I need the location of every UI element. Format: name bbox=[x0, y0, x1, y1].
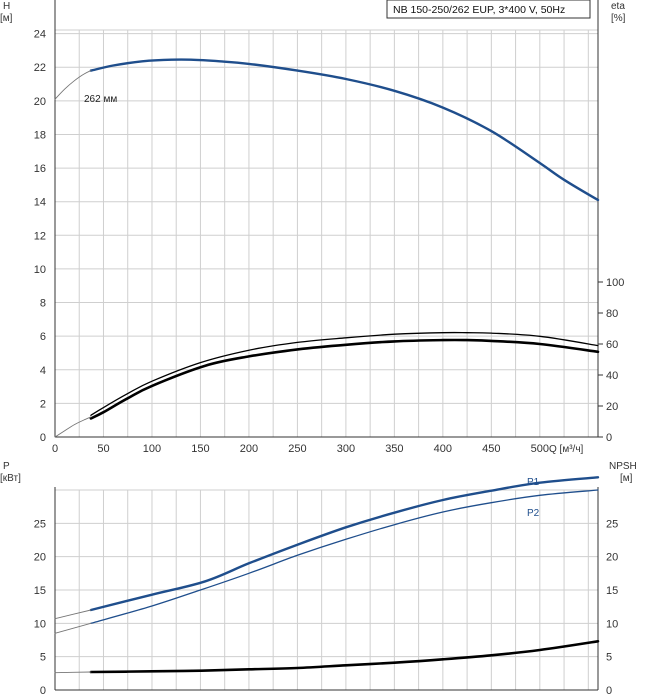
head-tick-label: 0 bbox=[40, 432, 46, 444]
head-tick-label: 20 bbox=[34, 96, 46, 108]
power-tick-label: 0 bbox=[40, 685, 46, 697]
head-tick-label: 4 bbox=[40, 365, 46, 377]
panel2-curve-3 bbox=[54, 622, 92, 634]
head-tick-label: 2 bbox=[40, 398, 46, 410]
power-axis-unit: [кВт] bbox=[0, 473, 21, 484]
diameter-curve-label: 262 мм bbox=[84, 94, 117, 105]
legend-text: NB 150-250/262 EUP, 3*400 V, 50Hz bbox=[393, 4, 565, 16]
head-axis-label: H bbox=[3, 1, 10, 12]
panel1-curve-3 bbox=[89, 338, 600, 420]
npsh-tick-label: 0 bbox=[606, 685, 612, 697]
panel2-curve-1 bbox=[54, 609, 92, 620]
npsh-tick-label: 5 bbox=[606, 652, 612, 664]
p1-curve-label: P1 bbox=[527, 477, 540, 488]
head-tick-label: 12 bbox=[34, 230, 46, 242]
flow-axis-label: Q [м³/ч] bbox=[549, 444, 584, 455]
head-tick-label: 16 bbox=[34, 163, 46, 175]
head-tick-label: 14 bbox=[34, 197, 46, 209]
p2-curve-label: P2 bbox=[527, 508, 540, 519]
npsh-axis-label: NPSH bbox=[609, 461, 637, 472]
power-tick-label: 10 bbox=[34, 618, 46, 630]
head-tick-label: 22 bbox=[34, 62, 46, 74]
eta-tick-label: 20 bbox=[606, 401, 618, 413]
panel1-curve-2 bbox=[90, 331, 599, 416]
power-tick-label: 20 bbox=[34, 552, 46, 564]
flow-tick-label: 200 bbox=[240, 443, 258, 455]
axes bbox=[54, 0, 603, 691]
panel1-curve-0 bbox=[89, 58, 600, 202]
power-tick-label: 15 bbox=[34, 585, 46, 597]
panel1-curve-1 bbox=[54, 70, 92, 100]
flow-tick-label: 100 bbox=[143, 443, 161, 455]
flow-tick-label: 0 bbox=[52, 443, 58, 455]
power-axis-label: P bbox=[3, 461, 10, 472]
npsh-tick-label: 20 bbox=[606, 552, 618, 564]
panel2-curve-0 bbox=[89, 476, 600, 612]
eta-tick-label: 60 bbox=[606, 339, 618, 351]
flow-tick-label: 500 bbox=[531, 443, 549, 455]
eta-tick-label: 100 bbox=[606, 277, 624, 289]
npsh-tick-label: 25 bbox=[606, 518, 618, 530]
grid-lines bbox=[55, 29, 598, 690]
eta-axis-unit: [%] bbox=[611, 13, 626, 24]
panel1-curve-4 bbox=[54, 416, 92, 438]
eta-axis-label: eta bbox=[611, 1, 625, 12]
curves bbox=[54, 58, 600, 674]
flow-tick-label: 450 bbox=[482, 443, 500, 455]
flow-tick-label: 350 bbox=[385, 443, 403, 455]
flow-tick-label: 50 bbox=[97, 443, 109, 455]
legend-box bbox=[386, 0, 591, 19]
flow-tick-label: 300 bbox=[337, 443, 355, 455]
npsh-tick-label: 10 bbox=[606, 618, 618, 630]
head-axis-unit: [м] bbox=[0, 13, 13, 24]
head-tick-label: 24 bbox=[34, 29, 46, 41]
eta-tick-label: 0 bbox=[606, 432, 612, 444]
eta-tick-label: 40 bbox=[606, 370, 618, 382]
power-tick-label: 5 bbox=[40, 652, 46, 664]
npsh-axis-unit: [м] bbox=[620, 473, 633, 484]
head-tick-label: 18 bbox=[34, 129, 46, 141]
panel2-curve-4 bbox=[89, 640, 600, 674]
npsh-tick-label: 15 bbox=[606, 585, 618, 597]
head-tick-label: 8 bbox=[40, 298, 46, 310]
panel2-curve-2 bbox=[90, 489, 599, 624]
flow-tick-label: 400 bbox=[434, 443, 452, 455]
head-tick-label: 6 bbox=[40, 331, 46, 343]
panel2-curve-5 bbox=[54, 671, 92, 674]
flow-tick-label: 250 bbox=[288, 443, 306, 455]
power-tick-label: 25 bbox=[34, 518, 46, 530]
head-tick-label: 10 bbox=[34, 264, 46, 276]
flow-tick-label: 150 bbox=[191, 443, 209, 455]
eta-tick-label: 80 bbox=[606, 308, 618, 320]
